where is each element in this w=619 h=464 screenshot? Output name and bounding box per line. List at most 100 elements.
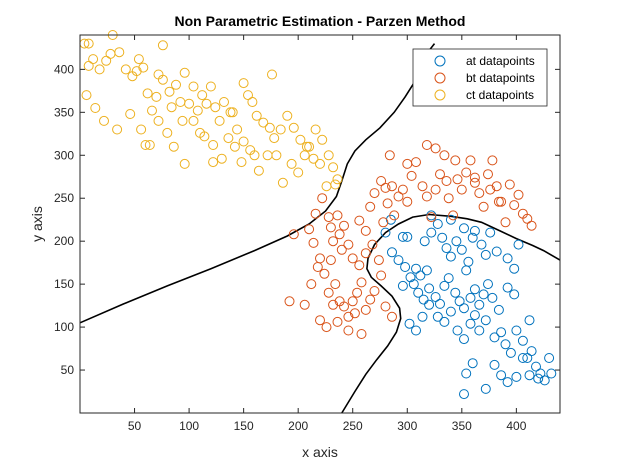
data-point bbox=[188, 115, 199, 126]
data-point bbox=[389, 210, 400, 221]
data-point bbox=[504, 179, 515, 190]
data-point bbox=[354, 215, 365, 226]
data-point bbox=[450, 287, 461, 298]
data-point bbox=[304, 224, 315, 235]
data-point bbox=[227, 107, 238, 118]
data-point bbox=[271, 150, 282, 161]
data-point bbox=[469, 225, 480, 236]
data-point bbox=[469, 172, 480, 183]
data-point bbox=[90, 103, 101, 113]
data-point bbox=[491, 246, 502, 257]
data-point bbox=[493, 304, 504, 315]
data-point bbox=[334, 229, 345, 240]
y-tick-label: 300 bbox=[54, 148, 74, 162]
data-point bbox=[426, 227, 437, 238]
data-point bbox=[136, 124, 147, 135]
data-point bbox=[168, 141, 179, 152]
legend-label-bt: bt datapoints bbox=[466, 71, 535, 85]
data-points-layer bbox=[79, 30, 557, 400]
y-tick-label: 250 bbox=[54, 191, 74, 205]
data-point bbox=[138, 62, 149, 73]
data-point bbox=[430, 143, 441, 154]
data-point bbox=[415, 270, 426, 281]
data-point bbox=[417, 181, 428, 192]
data-point bbox=[487, 155, 498, 166]
data-point bbox=[177, 115, 188, 126]
data-point bbox=[197, 90, 208, 101]
data-point bbox=[459, 389, 469, 400]
data-point bbox=[509, 289, 520, 300]
data-point bbox=[223, 133, 234, 144]
data-point bbox=[405, 272, 416, 283]
data-point bbox=[502, 253, 513, 264]
data-point bbox=[469, 177, 480, 188]
data-point bbox=[179, 67, 190, 78]
data-point bbox=[406, 170, 417, 181]
data-point bbox=[328, 299, 339, 310]
data-point bbox=[432, 219, 443, 229]
data-point bbox=[299, 299, 310, 310]
data-point bbox=[485, 184, 496, 195]
data-point bbox=[480, 315, 491, 326]
legend-label-at: at datapoints bbox=[466, 54, 535, 68]
data-point bbox=[330, 179, 341, 190]
data-point bbox=[452, 174, 463, 185]
data-point bbox=[253, 165, 264, 176]
data-point bbox=[474, 188, 485, 199]
data-point bbox=[288, 122, 299, 133]
data-point bbox=[365, 294, 376, 305]
data-point bbox=[451, 236, 462, 247]
data-point bbox=[424, 299, 435, 310]
x-tick-label: 350 bbox=[452, 419, 472, 433]
data-point bbox=[304, 141, 315, 152]
data-point bbox=[179, 158, 190, 169]
data-point bbox=[238, 136, 249, 147]
data-point bbox=[264, 122, 275, 133]
y-tick-label: 150 bbox=[54, 277, 74, 291]
y-axis-label: y axis bbox=[29, 206, 45, 242]
data-point bbox=[426, 212, 437, 223]
data-point bbox=[493, 196, 504, 207]
y-tick-label: 400 bbox=[54, 62, 74, 76]
data-point bbox=[343, 325, 354, 336]
data-point bbox=[251, 110, 262, 121]
data-point bbox=[397, 280, 408, 291]
data-point bbox=[125, 109, 136, 119]
data-point bbox=[387, 247, 397, 258]
data-point bbox=[421, 140, 432, 150]
legend-marker-bt bbox=[434, 72, 446, 84]
data-point bbox=[461, 167, 472, 178]
data-point bbox=[439, 150, 450, 161]
data-point bbox=[418, 294, 429, 305]
data-point bbox=[319, 268, 330, 279]
data-point bbox=[120, 64, 131, 75]
data-point bbox=[347, 296, 358, 307]
data-point bbox=[282, 110, 293, 121]
data-point bbox=[219, 97, 229, 107]
data-point bbox=[441, 243, 452, 254]
data-point bbox=[509, 200, 520, 211]
axis-ticks-layer: 50 100 150 200 250 300 350 400 50 100 150 200 250 300… bbox=[54, 35, 560, 433]
data-point bbox=[184, 98, 195, 109]
data-point bbox=[496, 370, 507, 381]
data-point bbox=[142, 88, 153, 99]
data-point bbox=[430, 184, 441, 195]
data-point bbox=[369, 286, 380, 296]
data-point bbox=[232, 124, 243, 135]
data-point bbox=[419, 236, 430, 247]
data-point bbox=[310, 124, 321, 135]
data-point bbox=[511, 371, 522, 382]
data-point bbox=[387, 181, 397, 192]
data-point bbox=[502, 282, 513, 293]
data-point bbox=[402, 196, 413, 207]
data-point bbox=[443, 193, 454, 204]
data-point bbox=[513, 239, 524, 250]
data-point bbox=[352, 287, 363, 298]
data-point bbox=[277, 177, 288, 188]
data-point bbox=[474, 299, 485, 310]
data-point bbox=[483, 279, 493, 290]
data-point bbox=[208, 140, 219, 150]
series-ct bbox=[79, 30, 343, 192]
data-point bbox=[328, 162, 339, 173]
